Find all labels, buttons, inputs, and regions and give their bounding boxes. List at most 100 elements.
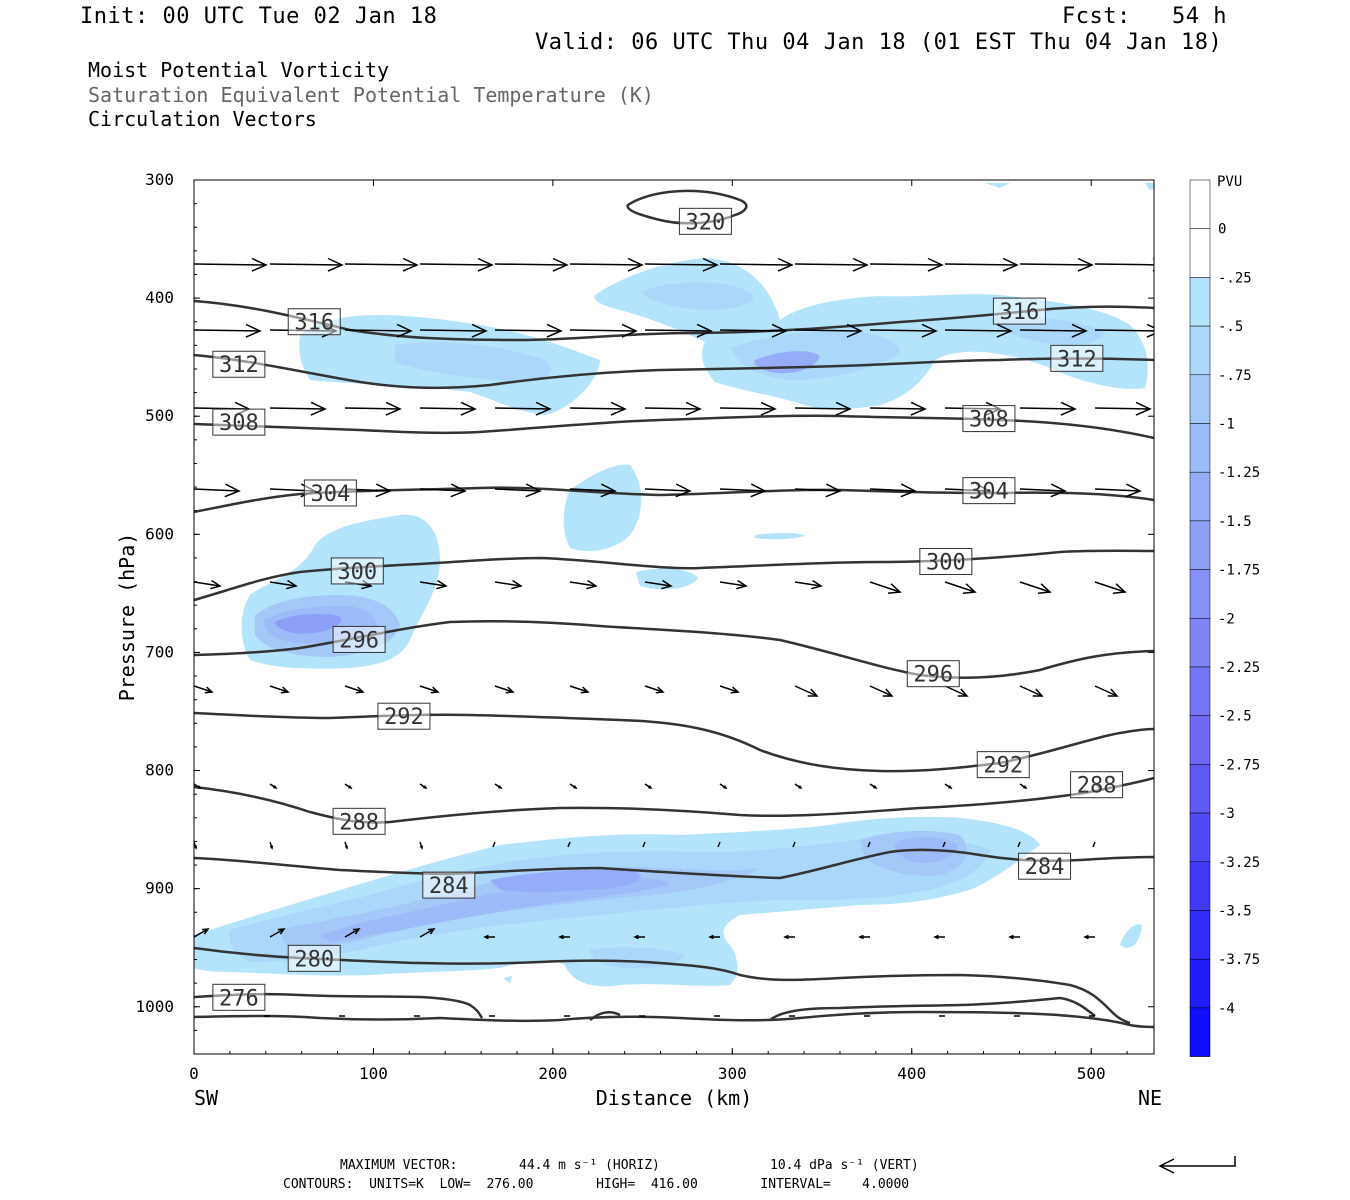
- vector-head: [685, 401, 702, 416]
- vector: [1094, 407, 1151, 410]
- vector: [719, 488, 766, 492]
- vector: [494, 488, 541, 492]
- vector: [1017, 841, 1021, 848]
- contour-label: 312: [219, 353, 259, 378]
- vector: [1094, 263, 1154, 266]
- cross-section-chart: 320 316 316 312 312 308 308 304 304 300 300 296 296 2…: [115, 170, 1260, 1110]
- contour-288: [194, 776, 1154, 824]
- contour-label-box: [962, 405, 1016, 433]
- colorbar-unit: PVU: [1217, 174, 1242, 190]
- vector-head: [427, 928, 436, 935]
- contour-label-box: [332, 807, 386, 835]
- contour-label: 308: [219, 411, 259, 436]
- vector: [869, 329, 937, 332]
- max-vector-horiz: 44.4 m s⁻¹ (HORIZ): [519, 1158, 660, 1173]
- colorbar-swatch: [1189, 1007, 1211, 1057]
- vector: [644, 329, 712, 332]
- vector: [419, 928, 435, 938]
- circulation-vectors: [194, 257, 1154, 1017]
- vector: [944, 581, 976, 593]
- pv-region: [490, 869, 641, 892]
- colorbar-level-label: -1: [1218, 417, 1235, 433]
- vector: [567, 841, 571, 848]
- vector: [867, 841, 871, 848]
- colorbar-swatch: [1189, 374, 1211, 424]
- vector: [794, 581, 822, 587]
- contour-label-box: [332, 625, 386, 653]
- vector-head: [1032, 688, 1044, 697]
- colorbar-level-label: 0: [1218, 222, 1226, 238]
- vector-head: [1023, 785, 1028, 790]
- colorbar-swatch: [1189, 423, 1211, 473]
- vector-head: [310, 401, 327, 416]
- contour-label-box: [906, 660, 960, 688]
- vector: [944, 263, 1018, 266]
- vector: [869, 488, 916, 492]
- vector: [1019, 407, 1076, 410]
- contour-label-box: [287, 944, 341, 972]
- vector-head: [327, 257, 344, 272]
- y-tick-label: 800: [145, 761, 174, 780]
- max-vector-label: MAXIMUM VECTOR:: [340, 1158, 458, 1173]
- vector-head: [277, 928, 286, 935]
- vector-head: [423, 785, 428, 790]
- axes: 0 100 200 300 400 500 300 400 500 600 700 800 900 100…: [135, 170, 1154, 1083]
- vector-head: [402, 257, 419, 272]
- pv-region: [320, 877, 670, 942]
- vector: [944, 329, 1012, 332]
- vector-head: [655, 686, 665, 694]
- vector: [569, 488, 616, 492]
- vector-head: [498, 785, 503, 790]
- vector-head: [197, 785, 202, 790]
- colorbar-level-label: -4: [1218, 1001, 1235, 1017]
- vector: [344, 329, 412, 332]
- vector-head: [1112, 583, 1127, 594]
- contour-280: [194, 946, 1131, 1025]
- vector: [1094, 581, 1126, 593]
- contour-label: 300: [926, 550, 966, 575]
- vector-head: [471, 323, 488, 338]
- vector-head: [201, 928, 210, 935]
- vector: [1019, 329, 1087, 332]
- contour-label-box: [287, 308, 341, 336]
- vector-head: [610, 401, 627, 416]
- vector: [194, 581, 221, 587]
- contour-320: [626, 189, 748, 225]
- vector-head: [627, 257, 644, 272]
- colorbar-level-label: -3: [1218, 806, 1235, 822]
- vector: [642, 841, 646, 848]
- vector-head: [460, 401, 477, 416]
- vector-head: [280, 686, 290, 694]
- vector-head: [852, 257, 869, 272]
- vector-head: [477, 257, 494, 272]
- vector: [419, 263, 493, 266]
- vector-head: [962, 583, 977, 594]
- init-time: Init: 00 UTC Tue 02 Jan 18: [80, 4, 438, 29]
- vector-head: [269, 845, 273, 850]
- max-vector-vert: 10.4 dPa s⁻¹ (VERT): [770, 1158, 919, 1173]
- vector: [194, 263, 267, 266]
- vector-head: [887, 583, 902, 594]
- pv-region: [985, 183, 1010, 188]
- y-tick-label: 500: [145, 406, 174, 425]
- pv-region: [275, 614, 341, 634]
- vector-head: [811, 579, 823, 590]
- x-tick-label: 0: [189, 1064, 199, 1083]
- contour-label: 288: [339, 810, 379, 835]
- vector: [344, 928, 360, 938]
- vector: [1019, 581, 1051, 593]
- vector-head: [873, 785, 878, 790]
- contour-label: 292: [983, 754, 1023, 779]
- vector-head: [702, 257, 719, 272]
- vector: [344, 263, 418, 266]
- contour-292: [194, 711, 1154, 773]
- contour-label: 308: [969, 408, 1009, 433]
- contour-label: 296: [913, 663, 953, 688]
- y-tick-label: 1000: [135, 997, 174, 1016]
- vector-head: [736, 579, 748, 590]
- colorbar-swatch: [1189, 471, 1211, 522]
- vector-head: [648, 785, 653, 790]
- vector-head: [1008, 934, 1014, 940]
- vector: [1019, 263, 1093, 266]
- colorbar-swatch: [1189, 179, 1211, 229]
